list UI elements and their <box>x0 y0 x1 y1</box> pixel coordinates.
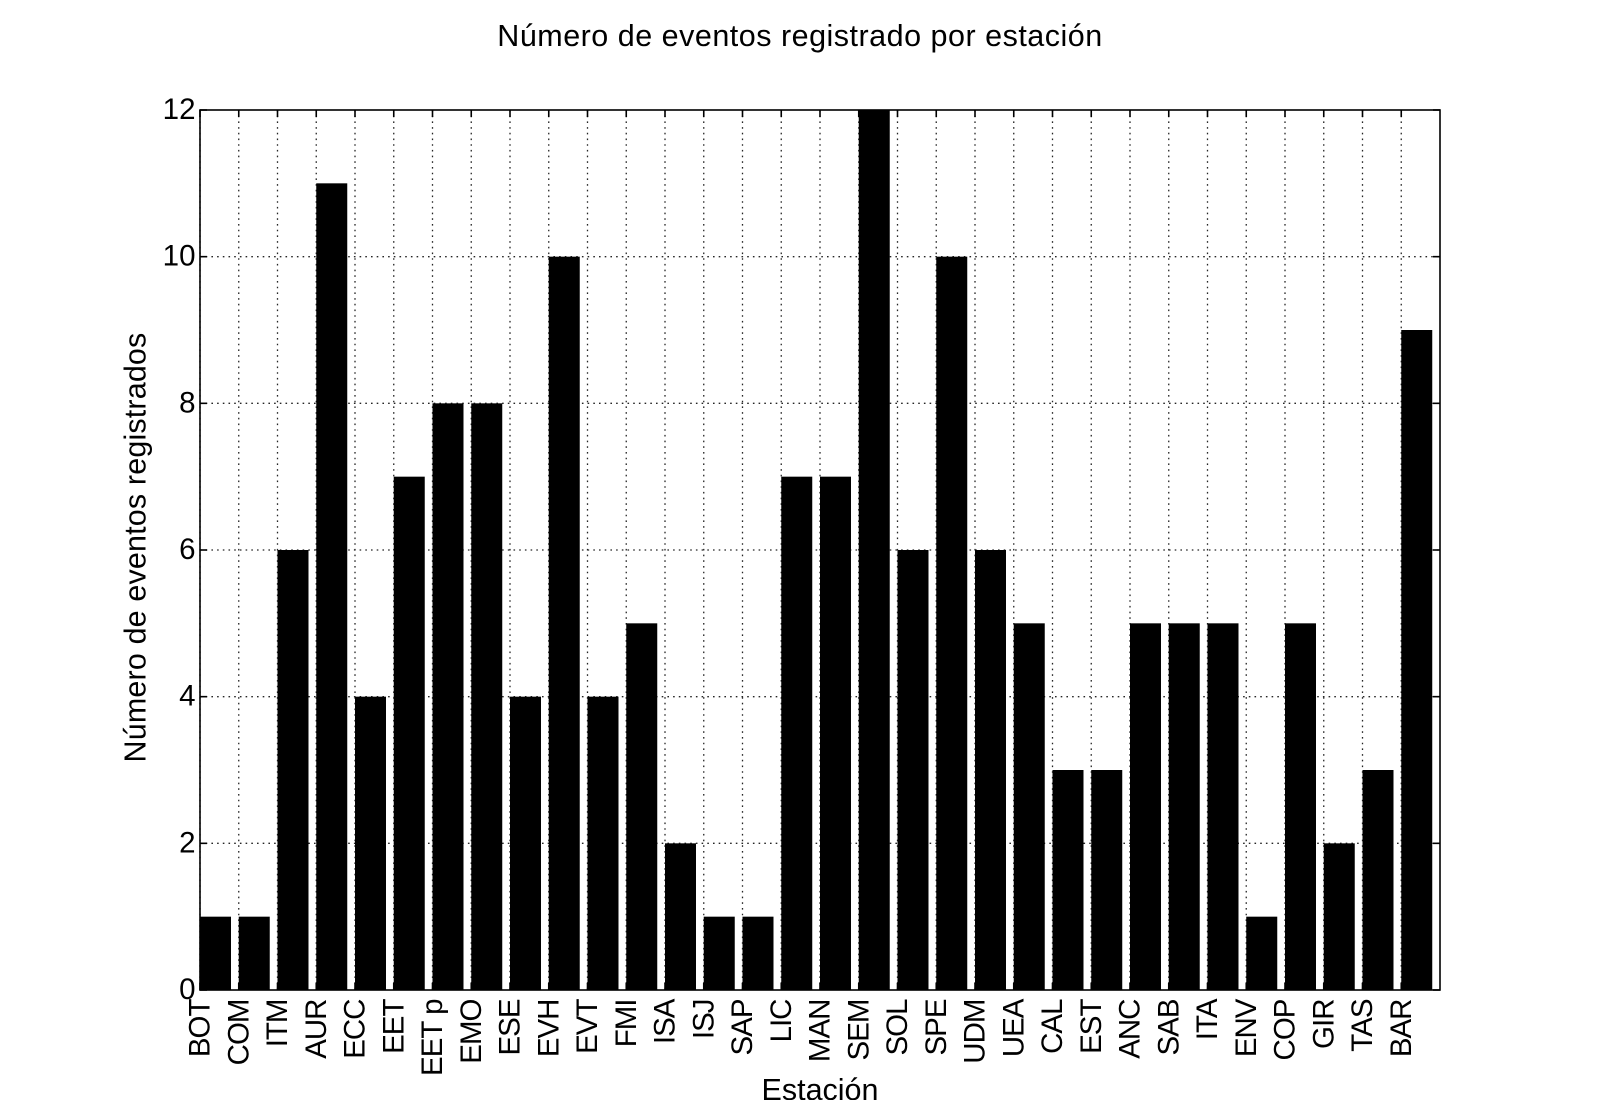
svg-text:Estación: Estación <box>762 1073 879 1100</box>
svg-text:10: 10 <box>163 240 196 273</box>
svg-text:6: 6 <box>179 533 195 566</box>
svg-text:EET p: EET p <box>416 999 449 1076</box>
svg-text:ANC: ANC <box>1114 999 1147 1059</box>
svg-text:Número de eventos registrados: Número de eventos registrados <box>119 333 153 763</box>
svg-text:ENV: ENV <box>1230 998 1263 1057</box>
svg-text:LIC: LIC <box>765 999 798 1043</box>
svg-text:AUR: AUR <box>300 1000 333 1059</box>
svg-text:UDM: UDM <box>959 1000 992 1064</box>
svg-text:TAS: TAS <box>1346 999 1379 1052</box>
svg-text:SEM: SEM <box>842 1000 875 1061</box>
svg-text:UEA: UEA <box>997 998 1030 1057</box>
svg-text:SAB: SAB <box>1152 999 1185 1055</box>
svg-text:SPE: SPE <box>920 999 953 1055</box>
svg-text:Número de eventos registrado p: Número de eventos registrado por estació… <box>497 19 1102 53</box>
svg-text:ITA: ITA <box>1191 998 1224 1040</box>
svg-text:EVT: EVT <box>571 999 604 1054</box>
svg-text:2: 2 <box>179 826 195 859</box>
svg-text:CAL: CAL <box>1036 999 1069 1054</box>
svg-text:0: 0 <box>179 973 195 1006</box>
svg-text:BAR: BAR <box>1385 1000 1418 1058</box>
svg-text:EMO: EMO <box>455 999 488 1063</box>
svg-text:GIR: GIR <box>1307 1000 1340 1049</box>
svg-text:8: 8 <box>179 386 195 419</box>
svg-text:ITM: ITM <box>261 1000 294 1048</box>
svg-text:COM: COM <box>222 1000 255 1066</box>
svg-text:COP: COP <box>1269 999 1302 1060</box>
svg-text:FMI: FMI <box>610 1000 643 1048</box>
svg-text:ECC: ECC <box>339 999 372 1059</box>
svg-text:BOT: BOT <box>184 999 217 1058</box>
svg-text:ISJ: ISJ <box>687 1000 720 1040</box>
svg-text:SOL: SOL <box>881 999 914 1056</box>
svg-text:ISA: ISA <box>649 998 682 1044</box>
svg-text:SAP: SAP <box>726 999 759 1055</box>
svg-text:EVH: EVH <box>532 1000 565 1058</box>
svg-text:EET: EET <box>377 999 410 1054</box>
svg-text:4: 4 <box>179 680 195 713</box>
svg-text:12: 12 <box>163 93 196 126</box>
svg-text:ESE: ESE <box>494 999 527 1055</box>
svg-text:MAN: MAN <box>804 1000 837 1063</box>
svg-text:EST: EST <box>1075 999 1108 1054</box>
